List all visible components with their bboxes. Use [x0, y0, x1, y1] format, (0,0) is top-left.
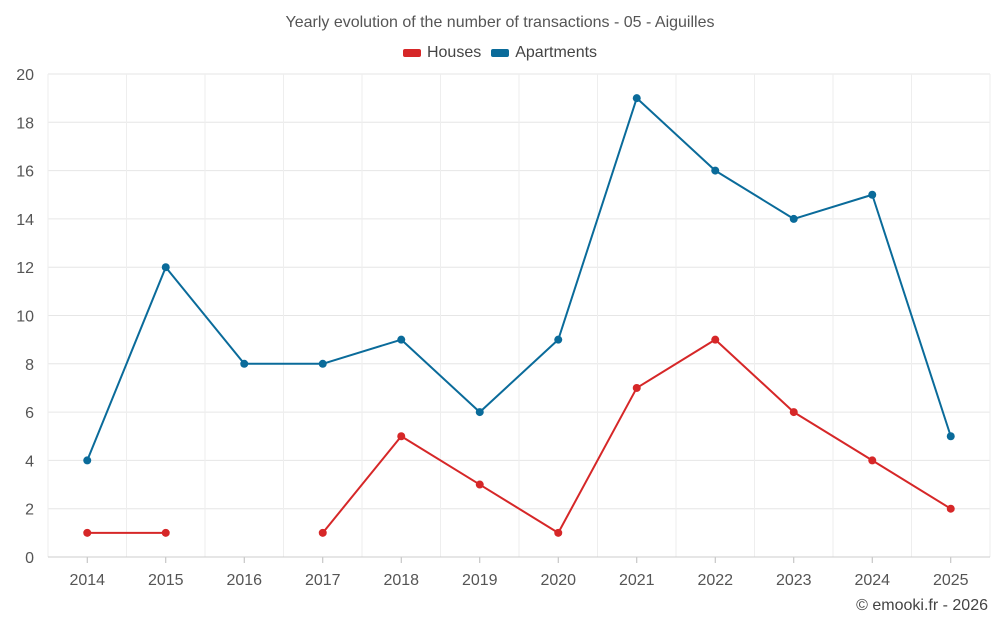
legend-item-houses[interactable]: Houses	[402, 44, 482, 62]
x-tick-label: 2024	[854, 572, 890, 589]
y-tick-label: 16	[16, 164, 34, 181]
data-point-houses-2022	[711, 335, 720, 344]
data-point-apartments-2016	[240, 359, 249, 368]
data-point-apartments-2017	[318, 359, 327, 368]
data-point-apartments-2022	[711, 166, 720, 175]
data-point-apartments-2015	[161, 263, 170, 272]
y-tick-label: 18	[16, 115, 34, 132]
y-tick-label: 10	[16, 309, 34, 326]
x-tick-label: 2014	[69, 572, 105, 589]
legend-label-houses: Houses	[426, 44, 482, 61]
data-point-houses-2014	[83, 528, 92, 537]
data-point-houses-2024	[868, 456, 877, 465]
data-point-apartments-2014	[83, 456, 92, 465]
data-point-houses-2020	[554, 528, 563, 537]
legend-item-apartments[interactable]: Apartments	[491, 44, 597, 62]
data-point-houses-2018	[397, 432, 406, 441]
legend-swatch-houses	[402, 49, 421, 57]
grid	[47, 73, 991, 558]
x-tick-label: 2015	[148, 572, 184, 589]
data-point-houses-2021	[632, 383, 641, 392]
y-tick-label: 12	[16, 260, 34, 277]
x-tick-label: 2025	[933, 572, 969, 589]
y-tick-label: 6	[25, 405, 34, 422]
data-point-apartments-2023	[789, 214, 798, 223]
x-tick-label: 2017	[305, 572, 341, 589]
data-point-apartments-2021	[632, 94, 641, 103]
x-tick-label: 2020	[540, 572, 576, 589]
y-tick-label: 0	[25, 550, 34, 567]
data-point-apartments-2025	[946, 432, 955, 441]
data-point-houses-2023	[789, 408, 798, 417]
x-tick-label: 2022	[697, 572, 733, 589]
data-point-apartments-2018	[397, 335, 406, 344]
chart-title: Yearly evolution of the number of transa…	[285, 14, 715, 31]
x-tick-label: 2021	[619, 572, 655, 589]
x-tick-label: 2016	[226, 572, 262, 589]
data-point-houses-2017	[318, 528, 327, 537]
data-point-apartments-2024	[868, 190, 877, 199]
legend-label-apartments: Apartments	[515, 44, 598, 61]
y-tick-label: 8	[25, 357, 34, 374]
series	[83, 94, 955, 537]
y-tick-label: 14	[16, 212, 34, 229]
legend: Houses Apartments	[0, 44, 1000, 62]
y-tick-label: 4	[25, 453, 34, 470]
data-point-apartments-2020	[554, 335, 563, 344]
data-point-apartments-2019	[475, 408, 484, 417]
data-point-houses-2025	[946, 504, 955, 513]
data-point-houses-2015	[161, 528, 170, 537]
axes: 0 2 4 6 8 10 12 14 16 18 20 2014 2015 2016 2017 2018 201…	[16, 67, 990, 589]
x-tick-label: 2018	[383, 572, 419, 589]
x-tick-label: 2019	[462, 572, 498, 589]
legend-swatch-apartments	[491, 49, 510, 57]
credit-text: © emooki.fr - 2026	[856, 597, 988, 614]
x-tick-label: 2023	[776, 572, 812, 589]
y-tick-label: 2	[25, 502, 34, 519]
y-tick-label: 20	[16, 67, 34, 84]
data-point-houses-2019	[475, 480, 484, 489]
series-line-apartments	[86, 97, 952, 461]
